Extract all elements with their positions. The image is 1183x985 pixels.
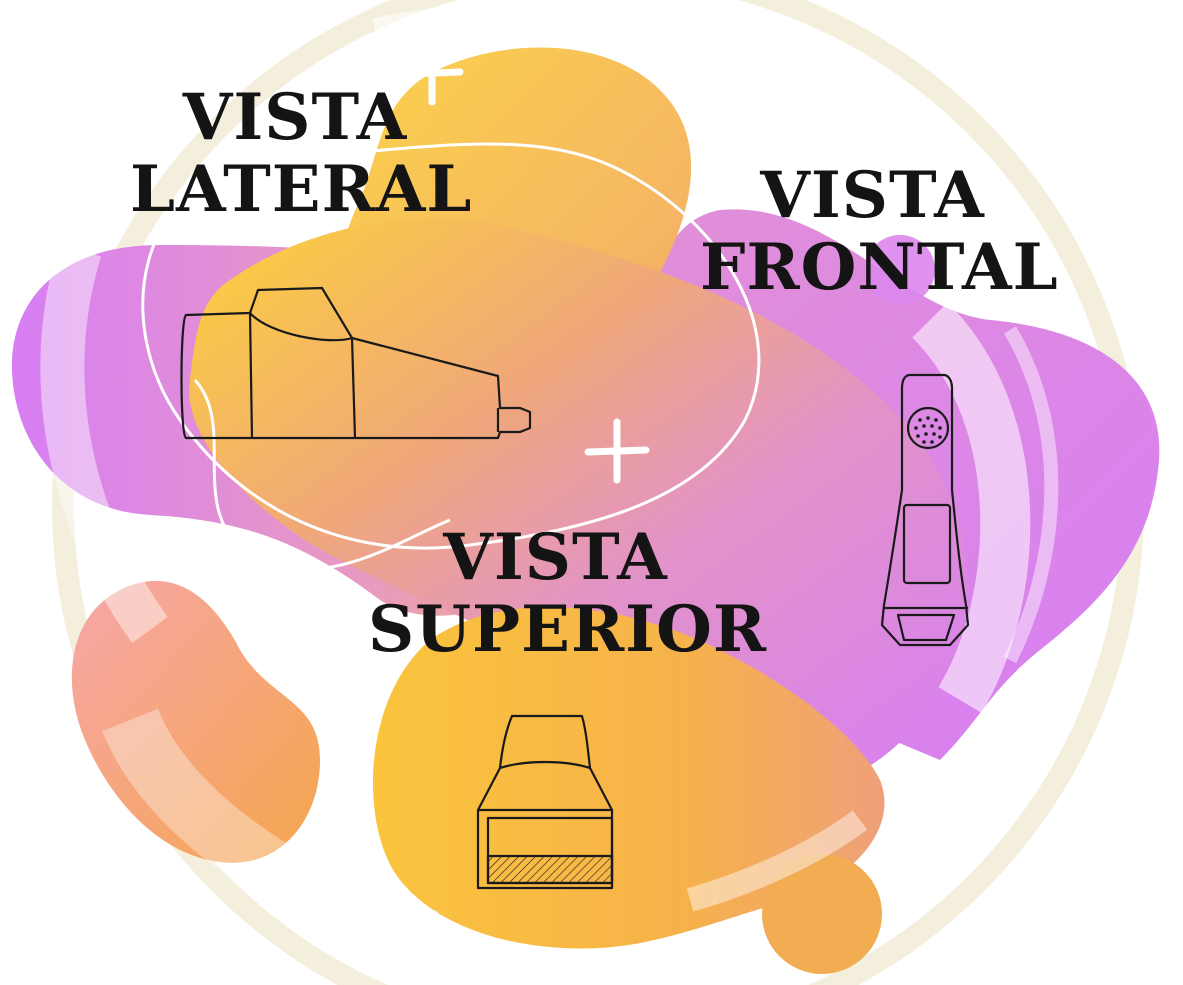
title-line-2: FRONTAL: [700, 230, 1059, 305]
title-vista-frontal: VISTA FRONTAL: [700, 158, 1059, 305]
blob-center: [189, 218, 967, 790]
title-line-2: SUPERIOR: [368, 592, 767, 667]
plus-icon: [404, 44, 464, 106]
inhaler-side-drawing: [180, 286, 532, 440]
title-vista-superior: VISTA SUPERIOR: [368, 520, 767, 667]
blob-peach: [71, 580, 320, 863]
plus-icon: [584, 418, 650, 484]
inhaler-front-drawing: [880, 373, 970, 647]
title-line-1: VISTA: [182, 80, 408, 155]
title-line-1: VISTA: [760, 158, 985, 233]
blob-dot: [762, 854, 882, 974]
outline-loop: [141, 142, 761, 550]
blob-dot-small: [865, 235, 935, 305]
inhaler-top-drawing: [476, 714, 614, 890]
title-line-2: LATERAL: [130, 152, 473, 227]
title-vista-lateral: VISTA LATERAL: [130, 80, 473, 227]
title-line-1: VISTA: [443, 520, 668, 595]
